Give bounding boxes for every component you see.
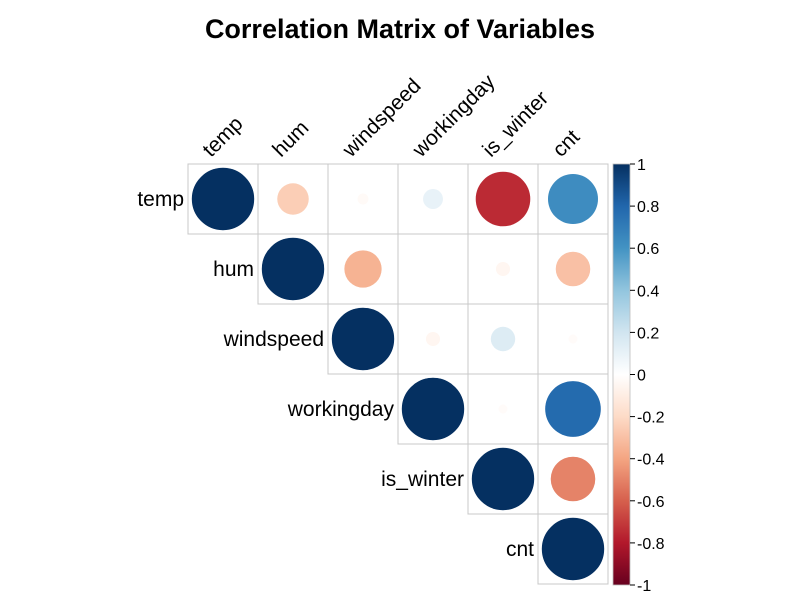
corr-circle-windspeed-windspeed [331,307,395,371]
grid-cell [397,233,469,305]
row-label-workingday: workingday [287,398,395,421]
row-label-hum: hum [213,258,254,281]
corr-circle-hum-hum [261,237,325,301]
corr-circle-is_winter-is_winter [471,447,535,511]
colorbar-tick-label: -1 [637,578,651,595]
corr-circle-temp-temp [191,167,255,231]
colorbar-tick-label: 0 [637,368,646,385]
row-label-is_winter: is_winter [381,468,464,491]
col-label-temp: temp [198,112,247,161]
corr-circle-temp-workingday [423,189,443,209]
colorbar-tick-label: -0.6 [637,494,665,511]
grid-cell [537,513,609,585]
corr-circle-temp-is_winter [475,171,531,227]
corr-circle-workingday-is_winter [498,404,508,414]
corr-circle-hum-windspeed [344,250,382,288]
colorbar-tick-label: 0.4 [637,283,659,300]
corr-circle-workingday-cnt [545,381,601,437]
corr-circle-windspeed-workingday [425,331,441,347]
corr-circle-temp-cnt [547,173,599,225]
colorbar-tick-label: -0.4 [637,452,665,469]
colorbar-tick-label: 0.6 [637,241,659,258]
colorbar-tick-label: 1 [637,157,646,174]
corr-circle-windspeed-cnt [568,334,578,344]
corr-circle-is_winter-cnt [550,456,596,502]
corr-circle-cnt-cnt [541,517,605,581]
col-label-is_winter: is_winter [478,87,553,162]
colorbar-gradient [612,163,631,586]
row-label-windspeed: windspeed [223,328,324,351]
corr-circle-temp-hum [277,183,309,215]
colorbar-tick-label: -0.2 [637,410,665,427]
colorbar-tick-label: -0.8 [637,536,665,553]
corr-circle-temp-windspeed [357,193,369,205]
colorbar-tick-label: 0.8 [637,199,659,216]
row-label-cnt: cnt [506,538,534,561]
col-label-cnt: cnt [548,125,584,161]
colorbar-tick-label: 0.2 [637,325,659,342]
col-label-hum: hum [268,116,313,161]
corr-circle-hum-cnt [555,251,591,287]
corr-circle-workingday-workingday [401,377,465,441]
row-label-temp: temp [137,188,184,211]
corr-circle-hum-is_winter [495,261,511,277]
chart-title: Correlation Matrix of Variables [204,14,596,44]
corr-circle-windspeed-is_winter [490,326,516,352]
